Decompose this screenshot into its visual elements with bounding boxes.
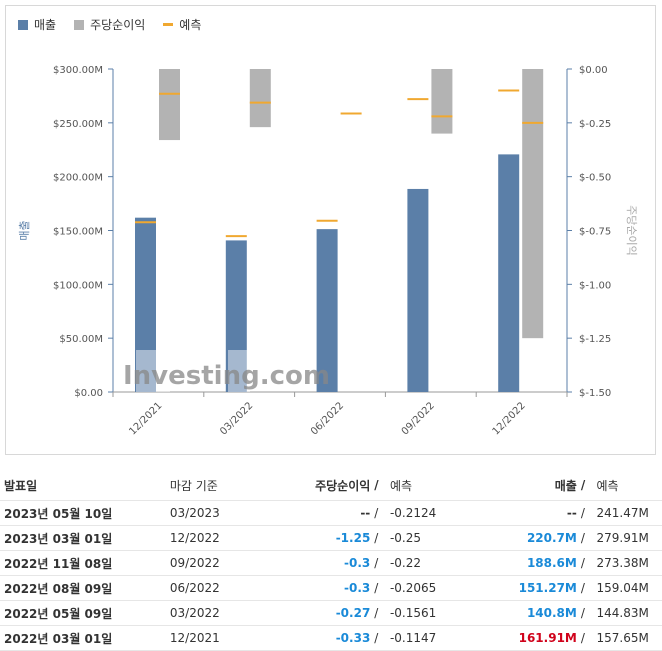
row-sep: /	[581, 606, 591, 620]
row-revenue-forecast: 144.83M	[591, 606, 662, 620]
header-revenue[interactable]: 매출	[494, 477, 581, 494]
row-date: 2023년 03월 01일	[0, 530, 166, 547]
row-sep: /	[374, 556, 384, 570]
header-revenue-forecast[interactable]: 예측	[591, 477, 662, 494]
header-date[interactable]: 발표일	[0, 477, 166, 494]
row-date: 2022년 03월 01일	[0, 630, 166, 647]
row-revenue-forecast: 273.38M	[591, 556, 662, 570]
right-tick-label: $-1.50	[579, 388, 611, 399]
eps-bar	[431, 69, 452, 134]
earnings-table: 발표일 마감 기준 주당순이익 / 예측 매출 / 예측 2023년 05월 1…	[0, 470, 662, 651]
row-eps: -0.3	[286, 581, 375, 595]
row-eps-forecast: -0.2124	[384, 506, 494, 520]
row-eps-forecast: -0.25	[384, 531, 494, 545]
row-sep: /	[374, 606, 384, 620]
x-tick-label: 03/2022	[218, 400, 255, 437]
row-eps: -1.25	[286, 531, 375, 545]
row-revenue: 220.7M	[494, 531, 581, 545]
chart-svg: $300.00M $250.00M $200.00M $150.00M $100.00M…	[6, 6, 655, 454]
row-sep: /	[581, 581, 591, 595]
row-period: 03/2023	[166, 506, 286, 520]
left-tick-label: $250.00M	[53, 119, 103, 130]
right-tick-label: $-1.00	[579, 280, 611, 291]
investing-watermark-logo: Investing.com	[123, 361, 330, 391]
row-period: 12/2022	[166, 531, 286, 545]
row-sep: /	[581, 531, 591, 545]
eps-bar	[250, 69, 271, 127]
row-sep: /	[581, 556, 591, 570]
row-revenue: 140.8M	[494, 606, 581, 620]
revenue-bar	[498, 154, 519, 392]
row-eps-forecast: -0.2065	[384, 581, 494, 595]
header-period[interactable]: 마감 기준	[166, 477, 286, 494]
row-eps: -0.27	[286, 606, 375, 620]
row-eps-forecast: -0.22	[384, 556, 494, 570]
eps-bar	[159, 69, 180, 140]
right-tick-label: $-0.25	[579, 119, 611, 130]
row-revenue-forecast: 241.47M	[591, 506, 662, 520]
row-revenue: 161.91M	[494, 631, 581, 645]
right-tick-label: $-1.25	[579, 334, 611, 345]
row-eps: --	[286, 506, 375, 520]
row-revenue: 188.6M	[494, 556, 581, 570]
row-revenue-forecast: 157.65M	[591, 631, 662, 645]
x-tick-label: 09/2022	[400, 400, 437, 437]
row-period: 06/2022	[166, 581, 286, 595]
row-period: 12/2021	[166, 631, 286, 645]
row-period: 09/2022	[166, 556, 286, 570]
row-date: 2022년 05월 09일	[0, 605, 166, 622]
left-tick-label: $150.00M	[53, 227, 103, 238]
left-tick-label: $300.00M	[53, 65, 103, 76]
row-revenue-forecast: 279.91M	[591, 531, 662, 545]
row-sep: /	[374, 631, 384, 645]
x-tick-label: 06/2022	[309, 400, 346, 437]
right-axis-title: 주당순이익	[625, 205, 638, 256]
row-sep: /	[581, 631, 591, 645]
table-header: 발표일 마감 기준 주당순이익 / 예측 매출 / 예측	[0, 470, 662, 501]
earnings-chart-panel: 매출 주당순이익 예측 $300.00M$250.00M$200.00M$150…	[5, 5, 656, 455]
header-sep: /	[374, 478, 384, 492]
left-axis-title: 매출	[18, 220, 31, 240]
row-date: 2022년 11월 08일	[0, 555, 166, 572]
row-revenue: --	[494, 506, 581, 520]
row-revenue: 151.27M	[494, 581, 581, 595]
row-date: 2022년 08월 09일	[0, 580, 166, 597]
left-tick-label: $50.00M	[59, 334, 103, 345]
header-sep: /	[581, 478, 591, 492]
row-date: 2023년 05월 10일	[0, 505, 166, 522]
row-period: 03/2022	[166, 606, 286, 620]
right-tick-label: $-0.75	[579, 227, 611, 238]
left-tick-label: $0.00	[74, 388, 103, 399]
left-tick-label: $100.00M	[53, 280, 103, 291]
header-eps-forecast[interactable]: 예측	[384, 477, 494, 494]
left-tick-label: $200.00M	[53, 173, 103, 184]
row-eps: -0.33	[286, 631, 375, 645]
eps-bar	[522, 69, 543, 338]
header-eps[interactable]: 주당순이익	[286, 477, 375, 494]
revenue-bar	[407, 189, 428, 392]
row-sep: /	[374, 531, 384, 545]
right-tick-label: $0.00	[579, 65, 608, 76]
row-sep: /	[374, 581, 384, 595]
row-eps-forecast: -0.1147	[384, 631, 494, 645]
row-sep: /	[581, 506, 591, 520]
row-revenue-forecast: 159.04M	[591, 581, 662, 595]
row-eps-forecast: -0.1561	[384, 606, 494, 620]
row-eps: -0.3	[286, 556, 375, 570]
x-tick-label: 12/2022	[491, 400, 528, 437]
row-sep: /	[374, 506, 384, 520]
x-tick-label: 12/2021	[127, 400, 164, 437]
right-tick-label: $-0.50	[579, 173, 611, 184]
